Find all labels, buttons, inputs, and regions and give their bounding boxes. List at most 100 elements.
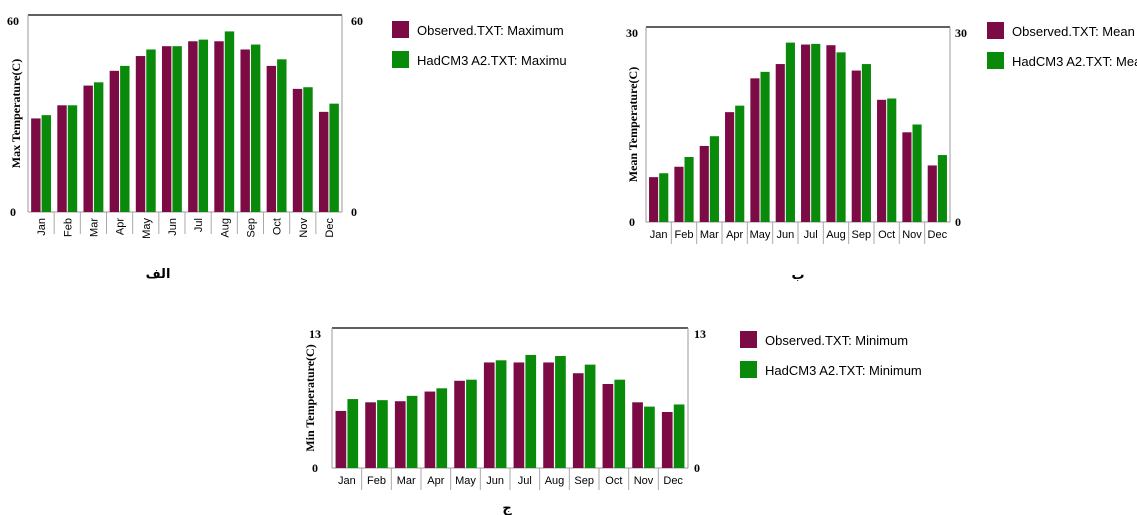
bar-hadcm3-may <box>760 71 770 222</box>
bar-hadcm3-sep <box>861 64 871 222</box>
bar-hadcm3-dec <box>937 155 947 222</box>
bar-observed-jun <box>775 64 785 222</box>
bar-observed-jun <box>483 362 495 468</box>
bar-hadcm3-apr <box>735 105 745 222</box>
legend-label-observed: Observed.TXT: Minimum <box>765 333 908 348</box>
bar-hadcm3-aug <box>555 356 566 468</box>
bar-observed-apr <box>109 70 120 212</box>
bar-observed-feb <box>674 166 684 222</box>
x-tick-label: Apr <box>726 229 743 241</box>
chart-caption: ج <box>502 501 512 515</box>
y-tick-left-max: 30 <box>626 26 638 40</box>
y-tick-left-min: 0 <box>629 215 635 229</box>
x-tick-label: Sep <box>574 475 594 487</box>
chart-caption: الف <box>146 267 171 282</box>
x-tick-label: Jul <box>804 229 818 241</box>
x-tick-label: Nov <box>298 218 310 238</box>
legend-label-hadcm3: HadCM3 A2.TXT: Maximu <box>417 53 567 68</box>
bar-observed-aug <box>543 362 554 468</box>
bar-hadcm3-feb <box>67 105 78 212</box>
y-axis-label: Max Temperature(C) <box>9 59 23 168</box>
x-tick-label: Mar <box>700 229 719 241</box>
legend-label-hadcm3: HadCM3 A2.TXT: Mean <box>1012 54 1137 69</box>
bar-hadcm3-jun <box>785 42 795 222</box>
x-tick-label: Jul <box>193 218 205 232</box>
bar-hadcm3-oct <box>277 59 287 213</box>
y-axis-label: Mean Temperature(C) <box>626 67 640 182</box>
bar-observed-jun <box>161 46 172 212</box>
bar-hadcm3-may <box>466 379 477 468</box>
y-tick-right-min: 0 <box>351 205 357 219</box>
x-tick-label: Jan <box>338 475 356 487</box>
x-tick-label: May <box>141 218 153 239</box>
x-tick-label: Feb <box>367 475 386 487</box>
x-tick-label: Oct <box>272 218 284 235</box>
bar-hadcm3-aug <box>224 31 235 212</box>
bar-observed-may <box>135 56 146 212</box>
x-tick-label: Apr <box>427 475 444 487</box>
bar-observed-mar <box>83 85 93 212</box>
bar-hadcm3-jul <box>811 43 821 223</box>
legend-label-observed: Observed.TXT: Mean <box>1012 24 1135 39</box>
bar-observed-nov <box>632 402 643 468</box>
x-tick-label: Jun <box>486 475 504 487</box>
bar-observed-oct <box>266 65 277 213</box>
y-tick-right-max: 13 <box>694 327 706 341</box>
legend-swatch-observed <box>987 22 1004 39</box>
x-tick-label: Feb <box>62 218 74 237</box>
x-tick-label: Aug <box>545 475 565 487</box>
x-tick-label: Sep <box>852 229 872 241</box>
bar-hadcm3-sep <box>250 44 261 212</box>
bar-observed-jul <box>801 44 811 222</box>
bar-observed-sep <box>240 49 250 212</box>
chart-1: 60 0 60 0 Max Temperature(C) Jan Feb Mar Apr May J… <box>7 14 567 282</box>
bar-observed-mar <box>394 401 406 468</box>
chart-3: 13 0 13 0 Min Temperature(C) Jan Feb Mar Apr May J… <box>303 327 922 515</box>
y-tick-left-min: 0 <box>10 205 16 219</box>
x-tick-label: Mar <box>88 218 100 237</box>
legend-swatch-hadcm3 <box>392 51 409 68</box>
bar-hadcm3-dec <box>329 103 339 212</box>
bar-hadcm3-dec <box>673 404 685 468</box>
bar-hadcm3-jun <box>495 360 507 468</box>
bar-observed-feb <box>57 105 67 212</box>
x-tick-label: Dec <box>324 218 336 238</box>
x-tick-label: Feb <box>675 229 694 241</box>
bar-observed-sep <box>851 70 861 222</box>
legend-swatch-hadcm3 <box>987 52 1004 69</box>
bar-observed-oct <box>877 99 887 222</box>
bar-hadcm3-jul <box>198 39 209 212</box>
x-tick-label: Jan <box>36 218 48 236</box>
x-tick-label: Dec <box>663 475 683 487</box>
legend-label-hadcm3: HadCM3 A2.TXT: Minimum <box>765 363 922 378</box>
bar-observed-may <box>454 380 465 468</box>
y-tick-left-max: 60 <box>7 14 19 28</box>
x-tick-label: May <box>455 475 476 487</box>
chart-caption: ب <box>791 268 804 283</box>
bar-observed-sep <box>572 373 584 468</box>
bar-hadcm3-nov <box>303 87 313 212</box>
bar-observed-dec <box>318 111 329 212</box>
bar-hadcm3-sep <box>584 364 596 468</box>
bar-observed-jan <box>649 177 659 222</box>
bar-hadcm3-mar <box>709 136 719 222</box>
bar-observed-nov <box>292 88 303 212</box>
x-tick-label: Jan <box>650 229 668 241</box>
x-tick-label: Mar <box>397 475 416 487</box>
bar-hadcm3-nov <box>912 124 922 222</box>
bar-hadcm3-apr <box>436 388 448 468</box>
bar-observed-dec <box>661 412 673 468</box>
legend-label-observed: Observed.TXT: Maximum <box>417 23 564 38</box>
y-tick-right-min: 0 <box>955 215 961 229</box>
bar-observed-oct <box>602 384 614 468</box>
bar-observed-feb <box>365 402 376 468</box>
legend-swatch-observed <box>740 331 757 348</box>
bar-hadcm3-jul <box>525 354 537 468</box>
x-tick-label: Aug <box>219 218 231 238</box>
x-tick-label: Aug <box>826 229 846 241</box>
x-tick-label: May <box>750 229 771 241</box>
x-tick-label: Apr <box>115 218 127 235</box>
x-tick-label: Nov <box>902 229 922 241</box>
bar-hadcm3-may <box>146 49 156 212</box>
bar-hadcm3-aug <box>836 52 846 222</box>
